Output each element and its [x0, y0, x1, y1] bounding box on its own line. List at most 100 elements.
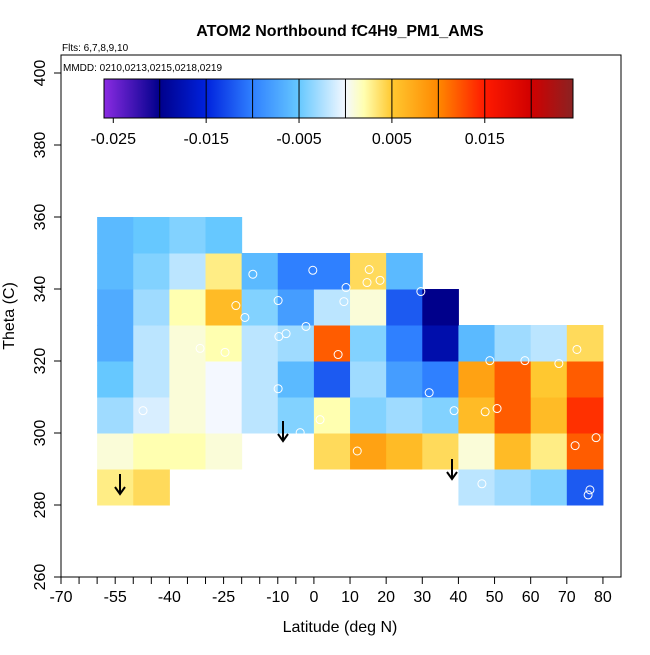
colorbar-tick-label: -0.015 [183, 131, 228, 148]
cell [169, 397, 207, 434]
cell [205, 433, 243, 470]
y-tick-label: 360 [32, 204, 49, 231]
y-tick-label: 320 [32, 348, 49, 375]
flights-note: Flts: 6,7,8,9,10 [62, 43, 129, 54]
arrows [114, 421, 458, 496]
cell [205, 289, 243, 326]
cell [205, 397, 243, 434]
observation-point [375, 275, 385, 285]
observation-point [554, 359, 564, 369]
cell [169, 325, 207, 362]
dates-note: MMDD: 0210,0213,0215,0218,0219 [63, 63, 222, 74]
cell [133, 361, 170, 398]
colorbar-tick-label: -0.005 [276, 131, 321, 148]
observation-point [231, 301, 241, 311]
arrow [446, 459, 458, 481]
colorbar-tick-label: 0.005 [372, 131, 412, 148]
observation-point [352, 446, 362, 456]
x-tick-label: -55 [104, 589, 127, 606]
cell [313, 361, 351, 398]
observation-point [295, 428, 305, 438]
x-tick-label: 30 [413, 589, 431, 606]
x-tick-label: 70 [558, 589, 576, 606]
cell [386, 397, 423, 434]
observation-point [308, 265, 318, 275]
cell [205, 325, 243, 362]
cell [350, 325, 387, 362]
y-tick-label: 400 [32, 60, 49, 87]
observation-point [273, 384, 283, 394]
observation-point [480, 407, 490, 417]
cell [458, 469, 496, 506]
cell [241, 397, 279, 434]
observation-point [449, 406, 459, 416]
cell [133, 433, 170, 470]
cell [133, 325, 170, 362]
plot-frame [60, 54, 622, 578]
x-tick-label: -70 [49, 589, 72, 606]
cell [205, 253, 243, 290]
x-tick-label: 0 [309, 589, 318, 606]
cell [133, 253, 170, 290]
cell [97, 253, 134, 290]
y-axis-title: Theta (C) [1, 282, 18, 350]
cell [494, 397, 532, 434]
cell [241, 289, 279, 326]
cell [205, 217, 243, 254]
observation-point [570, 441, 580, 451]
chart-title: ATOM2 Northbound fC4H9_PM1_AMS [196, 23, 484, 40]
cell [350, 361, 387, 398]
cell [277, 289, 315, 326]
cell [386, 253, 423, 290]
cell [97, 361, 134, 398]
cell [169, 361, 207, 398]
cell [566, 361, 604, 398]
observation-point [333, 350, 343, 360]
cell [530, 325, 568, 362]
cell [458, 397, 496, 434]
cell [494, 433, 532, 470]
cell [97, 397, 134, 434]
cell [422, 289, 459, 326]
y-tick-label: 300 [32, 420, 49, 447]
cell [133, 217, 170, 254]
x-tick-label: -25 [212, 589, 235, 606]
observation-point [477, 479, 487, 489]
cell [386, 433, 423, 470]
observation-point [240, 312, 250, 322]
y-tick-label: 340 [32, 276, 49, 303]
x-tick-label: -10 [266, 589, 289, 606]
observation-point [274, 332, 284, 342]
cell [313, 325, 351, 362]
cell [530, 469, 568, 506]
arrow [277, 421, 289, 443]
cell [458, 433, 496, 470]
cell [205, 361, 243, 398]
cell [313, 433, 351, 470]
cell [350, 433, 387, 470]
x-tick-label: -40 [158, 589, 181, 606]
cell [169, 217, 207, 254]
cell [313, 289, 351, 326]
cell [530, 433, 568, 470]
cell [422, 433, 459, 470]
observation-point [138, 406, 148, 416]
cell [133, 397, 170, 434]
x-tick-label: 40 [450, 589, 468, 606]
observation-point [220, 347, 230, 357]
cell [566, 469, 604, 506]
cell [97, 325, 134, 362]
colorbar-fill [103, 78, 574, 119]
cell [350, 289, 387, 326]
x-axis-title: Latitude (deg N) [283, 619, 398, 636]
observations [138, 242, 601, 500]
y-tick-label: 380 [32, 132, 49, 159]
cell [494, 361, 532, 398]
cell [241, 361, 279, 398]
cell [566, 433, 604, 470]
observation-point [583, 490, 593, 500]
observation-point [591, 433, 601, 443]
cell [97, 289, 134, 326]
cell [458, 361, 496, 398]
